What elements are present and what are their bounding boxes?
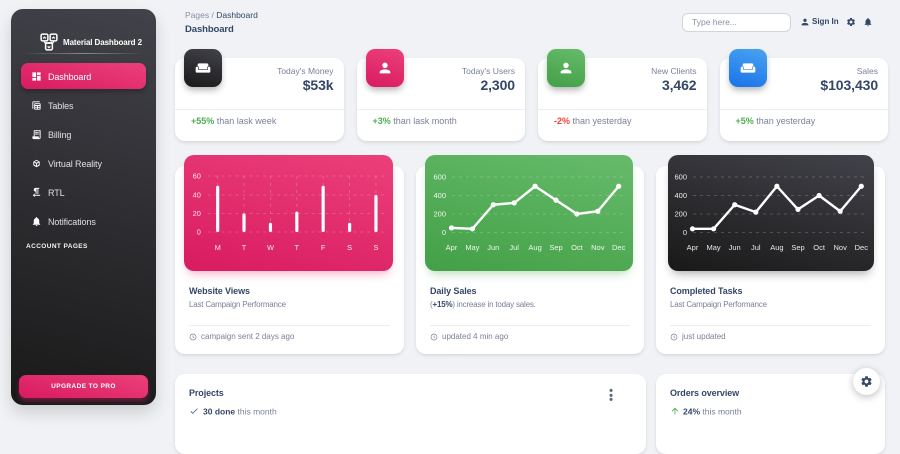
- svg-text:Aug: Aug: [770, 243, 783, 252]
- svg-text:W: W: [267, 243, 275, 252]
- svg-text:Dec: Dec: [855, 243, 869, 252]
- svg-text:200: 200: [433, 210, 446, 219]
- svg-text:F: F: [321, 243, 326, 252]
- svg-text:400: 400: [433, 191, 446, 200]
- svg-text:Apr: Apr: [687, 243, 699, 252]
- svg-text:40: 40: [193, 191, 201, 200]
- svg-text:S: S: [373, 243, 378, 252]
- svg-text:400: 400: [674, 191, 687, 200]
- svg-text:Jun: Jun: [487, 243, 499, 252]
- svg-text:S: S: [347, 243, 352, 252]
- svg-text:T: T: [242, 243, 247, 252]
- svg-text:Nov: Nov: [834, 243, 848, 252]
- svg-text:600: 600: [433, 173, 446, 182]
- svg-text:Dec: Dec: [612, 243, 626, 252]
- svg-text:20: 20: [193, 209, 201, 218]
- svg-text:May: May: [465, 243, 479, 252]
- svg-text:Jul: Jul: [751, 243, 761, 252]
- svg-text:Oct: Oct: [813, 243, 826, 252]
- svg-text:200: 200: [674, 210, 687, 219]
- svg-text:0: 0: [197, 228, 201, 237]
- svg-text:Sep: Sep: [549, 243, 562, 252]
- svg-text:May: May: [707, 243, 721, 252]
- svg-text:60: 60: [193, 172, 201, 181]
- svg-text:M: M: [215, 243, 221, 252]
- svg-text:Oct: Oct: [571, 243, 584, 252]
- svg-text:Aug: Aug: [528, 243, 541, 252]
- svg-text:600: 600: [674, 173, 687, 182]
- svg-text:0: 0: [442, 228, 446, 237]
- svg-text:Apr: Apr: [446, 243, 458, 252]
- svg-text:Jun: Jun: [729, 243, 741, 252]
- svg-text:T: T: [295, 243, 300, 252]
- svg-text:Jul: Jul: [509, 243, 519, 252]
- svg-text:0: 0: [683, 228, 687, 237]
- svg-text:Nov: Nov: [591, 243, 605, 252]
- svg-text:Sep: Sep: [791, 243, 804, 252]
